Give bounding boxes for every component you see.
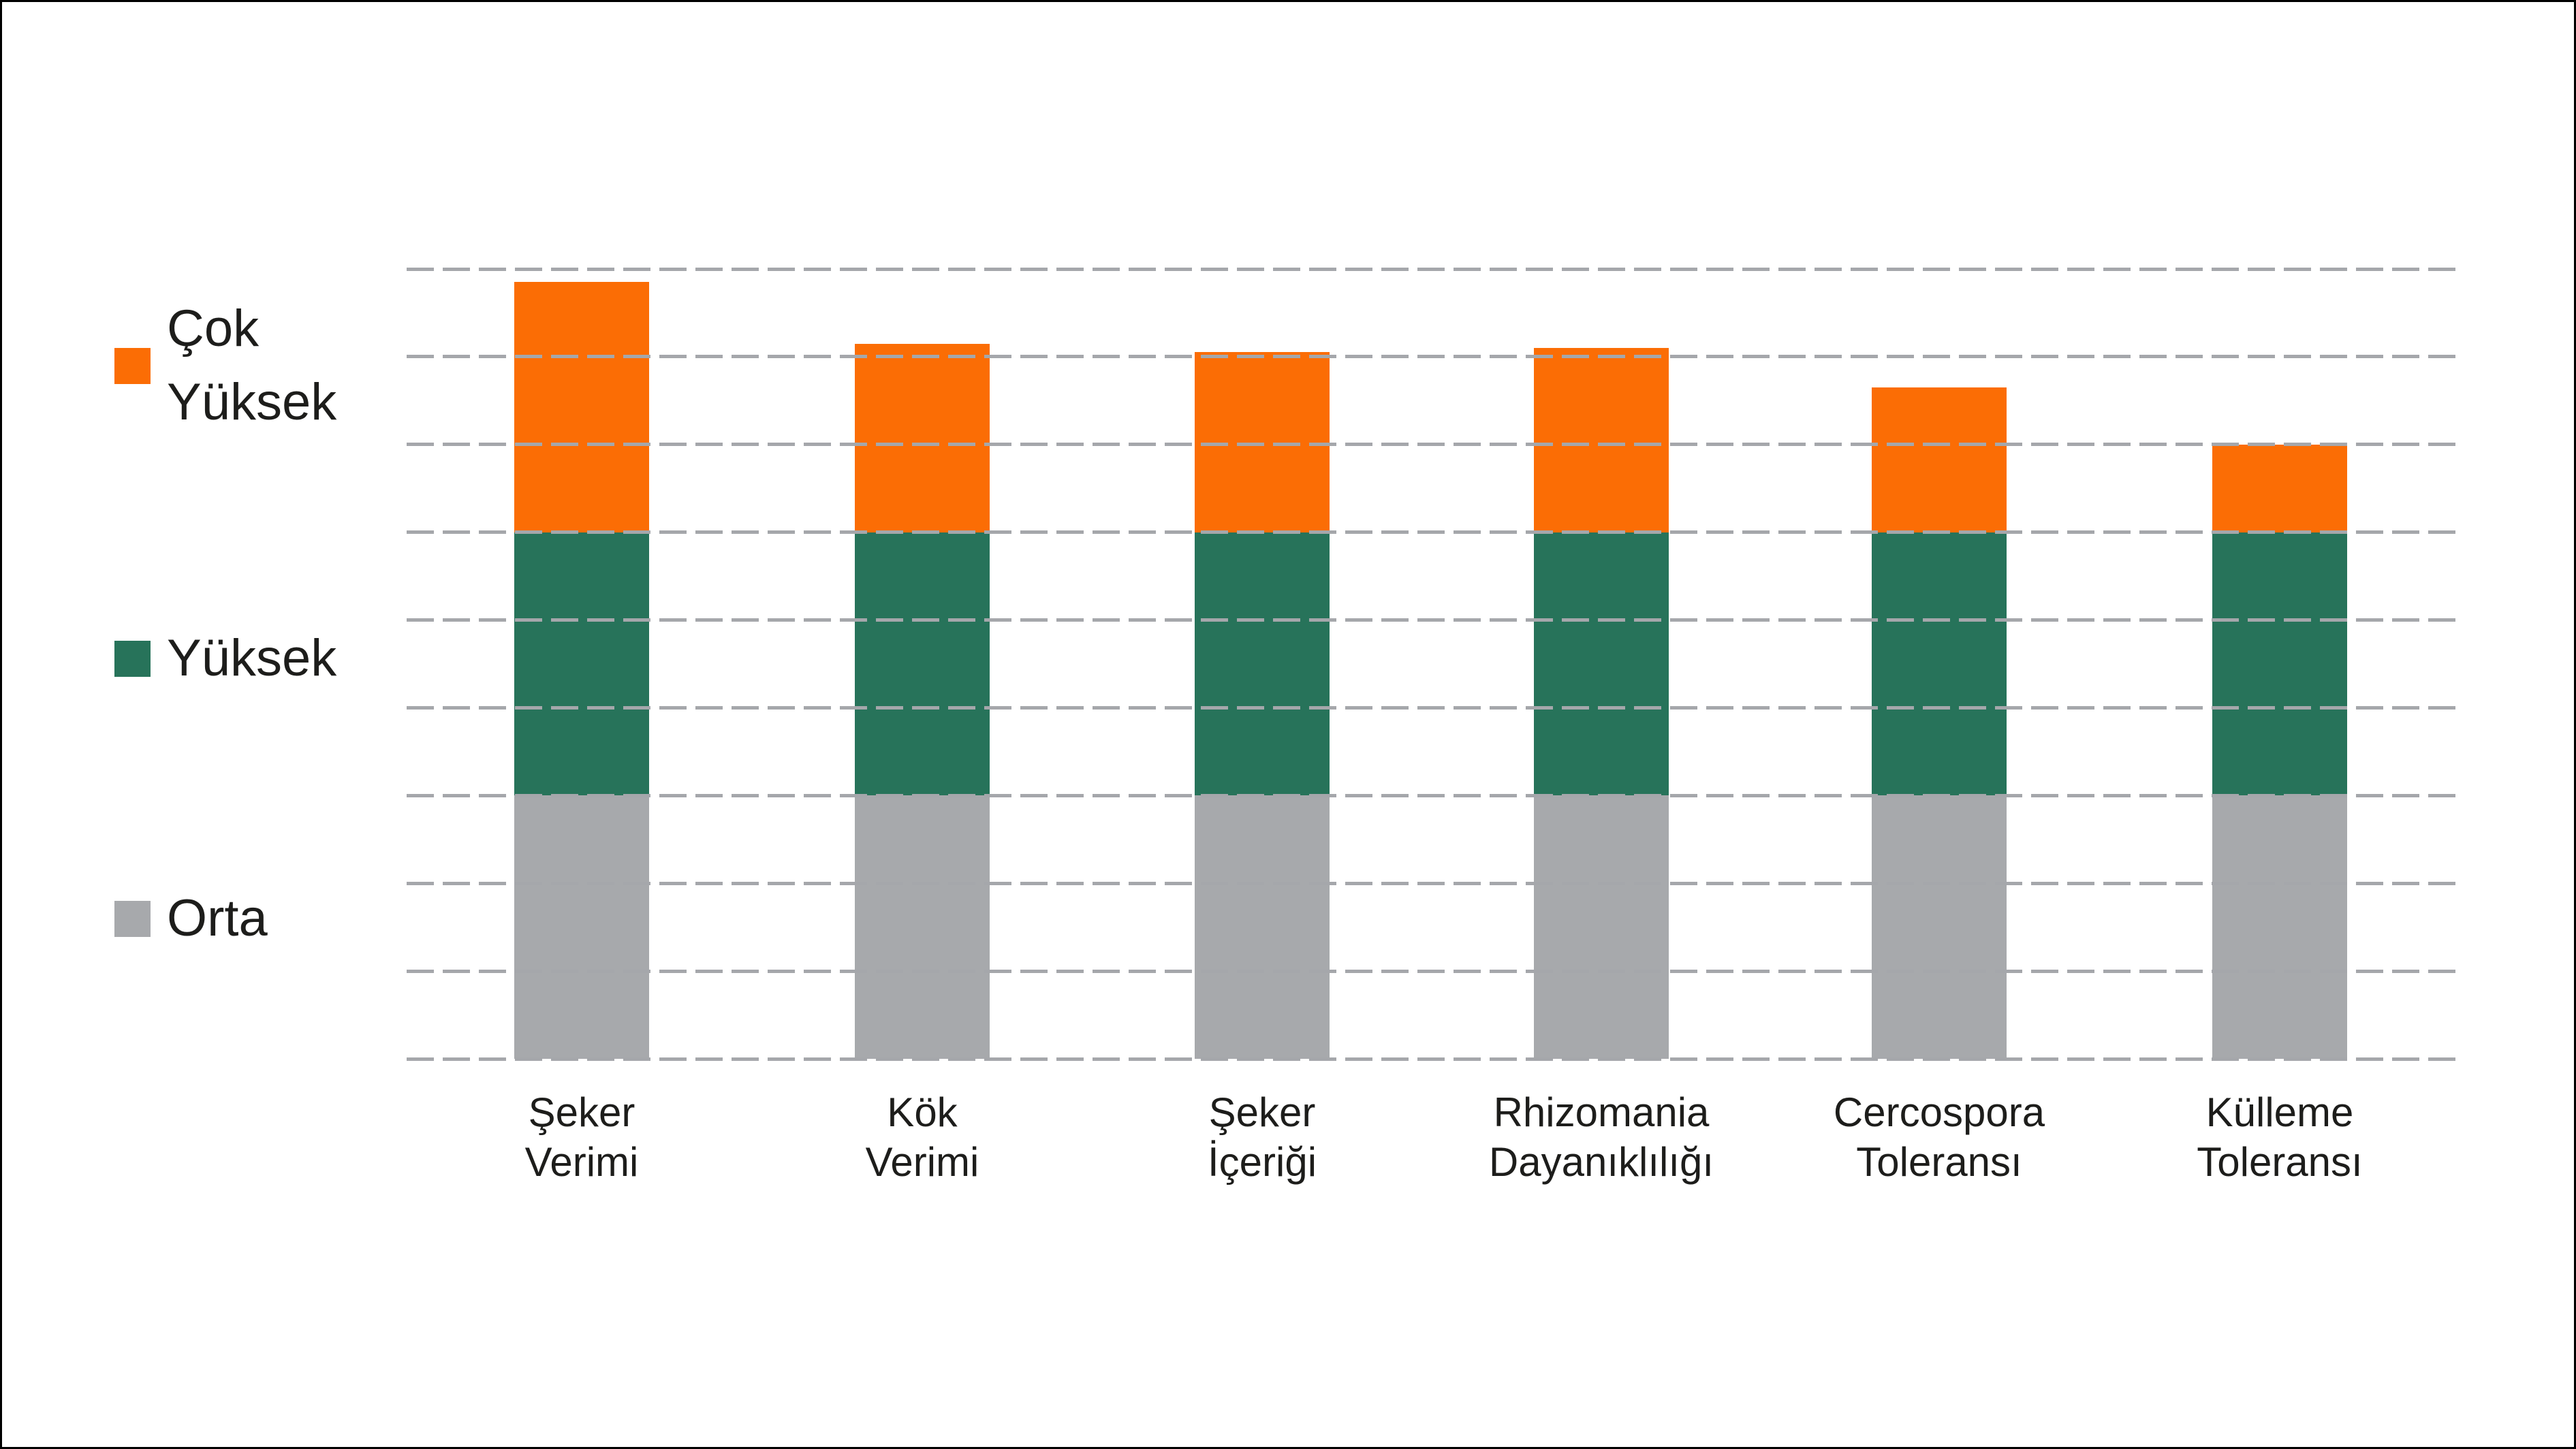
legend-label: Çok Yüksek — [167, 292, 336, 439]
bar-segment-yüksek-2 — [855, 532, 990, 796]
bar-segment-yüksek-6 — [2212, 532, 2347, 796]
x-axis-label-line: Şeker — [528, 1089, 635, 1135]
legend-label: Yüksek — [167, 622, 336, 695]
gridline — [407, 793, 2464, 797]
gridline — [407, 969, 2464, 973]
x-axis-label-line: Şeker — [1208, 1089, 1316, 1135]
x-axis-label-line: Toleransı — [1856, 1139, 2022, 1185]
x-axis-label-3: Şeker İçeriği — [1071, 1087, 1453, 1187]
gridline — [407, 705, 2464, 710]
x-axis-label-line: Rhizomania — [1493, 1089, 1710, 1135]
x-axis-label-5: Cercospora Toleransı — [1748, 1087, 2130, 1187]
x-axis-label-line: İçeriği — [1207, 1139, 1317, 1185]
x-axis-label-4: Rhizomania Dayanıklılığı — [1411, 1087, 1792, 1187]
legend-label-line: Orta — [167, 889, 268, 947]
x-axis-label-2: Kök Verimi — [732, 1087, 1113, 1187]
bar-segment-orta-6 — [2212, 795, 2347, 1059]
gridline — [407, 618, 2464, 622]
bar-segment-orta-5 — [1872, 795, 2007, 1059]
bar-segment-çok-yüksek-2 — [855, 343, 990, 532]
legend-swatch-çok-yüksek — [114, 347, 151, 384]
bar-segment-orta-2 — [855, 795, 990, 1059]
bar-segment-orta-1 — [514, 795, 649, 1059]
gridline — [407, 355, 2464, 359]
bar-segment-orta-4 — [1534, 795, 1669, 1059]
x-axis-label-line: Kök — [887, 1089, 958, 1135]
bar-segment-çok-yüksek-5 — [1872, 387, 2007, 532]
bar-segment-yüksek-1 — [514, 532, 649, 796]
bar-segment-çok-yüksek-3 — [1195, 352, 1330, 532]
x-axis-label-line: Toleransı — [2197, 1139, 2363, 1185]
x-axis-label-line: Verimi — [865, 1139, 979, 1185]
bar-segment-yüksek-3 — [1195, 532, 1330, 796]
legend-label-line: Çok — [167, 300, 260, 357]
gridline — [407, 443, 2464, 447]
legend-swatch-yüksek — [114, 640, 151, 677]
legend-item-yüksek: Yüksek — [114, 622, 336, 695]
legend-swatch-orta — [114, 900, 151, 937]
bar-segment-yüksek-5 — [1872, 532, 2007, 796]
legend-label: Orta — [167, 882, 268, 955]
x-axis-label-line: Cercospora — [1833, 1089, 2045, 1135]
gridline — [407, 530, 2464, 535]
x-axis-label-6: Külleme Toleransı — [2089, 1087, 2470, 1187]
legend-item-orta: Orta — [114, 882, 268, 955]
x-axis-label-line: Verimi — [524, 1139, 639, 1185]
gridline — [407, 881, 2464, 885]
x-axis-label-1: Şeker Verimi — [391, 1087, 772, 1187]
bar-segment-orta-3 — [1195, 795, 1330, 1059]
bar-segment-çok-yüksek-6 — [2212, 444, 2347, 532]
gridline — [407, 267, 2464, 271]
bar-segment-yüksek-4 — [1534, 532, 1669, 796]
bar-segment-çok-yüksek-4 — [1534, 347, 1669, 532]
gridline — [407, 1057, 2464, 1061]
legend-label-line: Yüksek — [167, 629, 337, 687]
legend-item-çok-yüksek: Çok Yüksek — [114, 292, 336, 439]
x-axis-label-line: Külleme — [2205, 1089, 2354, 1135]
legend-label-line: Yüksek — [167, 373, 337, 431]
x-axis-label-line: Dayanıklılığı — [1488, 1139, 1714, 1185]
bar-segment-çok-yüksek-1 — [514, 282, 649, 532]
